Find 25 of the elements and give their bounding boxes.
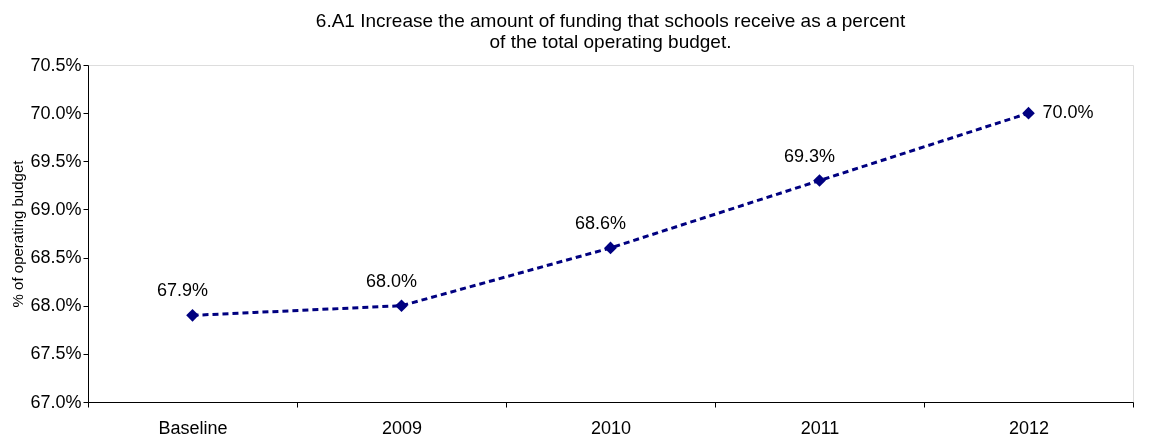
y-tick-label: 68.5% [30, 247, 82, 268]
y-tick-label: 67.0% [30, 391, 82, 412]
y-tick-label: 67.5% [30, 343, 82, 364]
point [604, 241, 617, 255]
point [186, 309, 199, 322]
y-tick-label: 70.0% [30, 102, 82, 123]
point [813, 174, 826, 187]
y-axis-title: % of operating budget [9, 159, 27, 308]
x-tick-label: 2009 [381, 417, 423, 438]
y-tick-label: 69.0% [30, 198, 82, 219]
data-label: 69.3% [783, 145, 836, 166]
x-tick-label: 2012 [1008, 417, 1050, 438]
x-tick-label: 2010 [590, 417, 632, 438]
point [395, 299, 408, 313]
x-tick-label: 2011 [800, 417, 840, 438]
point [1022, 106, 1035, 120]
y-tick-label: 70.5% [30, 54, 82, 75]
data-label: 67.9% [156, 280, 209, 301]
y-tick-label: 68.0% [30, 295, 82, 316]
chart-title: 6.A1 Increase the amount of funding that schools receive as a percent of the total operating budget. [315, 10, 906, 52]
x-tick-label: Baseline [158, 417, 228, 438]
data-label: 68.6% [574, 212, 627, 233]
y-tick-label: 69.5% [30, 150, 82, 171]
data-label: 70.0% [1042, 102, 1094, 123]
data-label: 68.0% [365, 270, 418, 291]
